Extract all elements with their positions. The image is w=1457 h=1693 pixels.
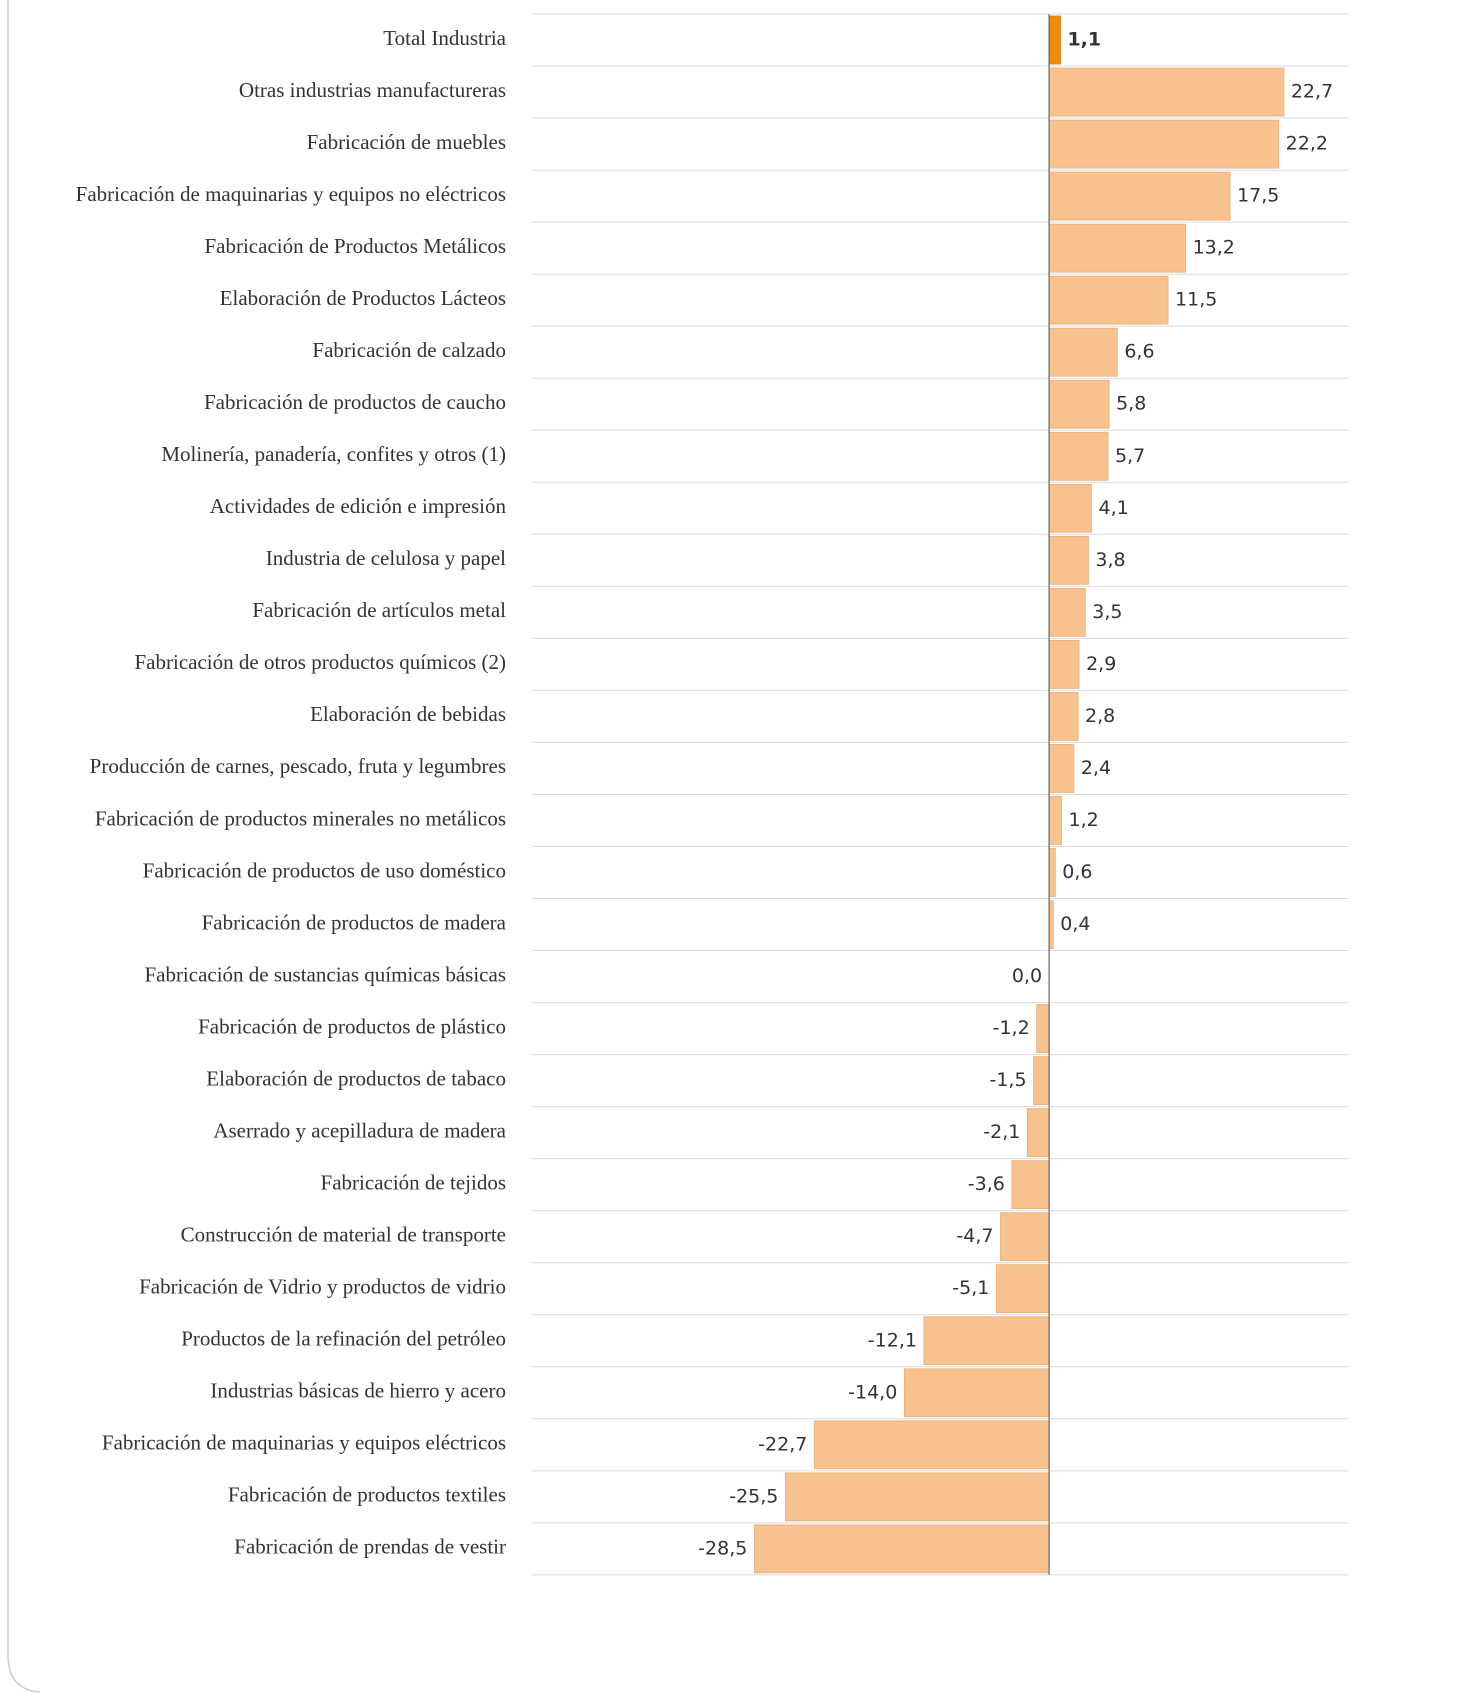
category-label: Fabricación de Vidrio y productos de vid… xyxy=(139,1275,506,1299)
category-label: Elaboración de productos de tabaco xyxy=(206,1066,506,1090)
category-label: Fabricación de productos de caucho xyxy=(204,390,506,414)
value-label: 5,7 xyxy=(1115,445,1145,467)
category-label: Productos de la refinación del petróleo xyxy=(181,1327,506,1351)
category-label: Construcción de material de transporte xyxy=(181,1223,506,1247)
category-label: Aserrado y acepilladura de madera xyxy=(213,1118,506,1142)
bar xyxy=(1048,275,1169,325)
value-label: 22,7 xyxy=(1291,81,1333,103)
bar xyxy=(1048,431,1109,481)
value-label: 13,2 xyxy=(1193,237,1235,259)
value-label: -1,2 xyxy=(993,1017,1030,1039)
bar xyxy=(1048,119,1280,169)
value-label: -5,1 xyxy=(952,1277,989,1299)
value-label: 2,9 xyxy=(1086,653,1116,675)
bar xyxy=(1000,1212,1050,1262)
value-label: 3,8 xyxy=(1095,549,1125,571)
bar xyxy=(1026,1108,1050,1158)
frame xyxy=(7,0,41,1693)
value-label: 22,2 xyxy=(1286,133,1328,155)
category-label: Fabricación de productos de plástico xyxy=(198,1014,506,1038)
value-label: -28,5 xyxy=(698,1537,747,1559)
bar xyxy=(1048,379,1110,429)
bar xyxy=(1048,15,1061,65)
value-label: -3,6 xyxy=(968,1173,1005,1195)
category-label: Producción de carnes, pescado, fruta y l… xyxy=(90,754,506,778)
bar xyxy=(1048,848,1056,897)
category-label: Fabricación de Productos Metálicos xyxy=(204,234,506,258)
value-label: -4,7 xyxy=(956,1225,993,1247)
bar xyxy=(1048,744,1075,793)
bar xyxy=(995,1264,1050,1314)
category-label: Otras industrias manufactureras xyxy=(239,78,506,102)
category-label: Fabricación de tejidos xyxy=(321,1170,506,1194)
category-label: Fabricación de calzado xyxy=(312,338,506,362)
bar xyxy=(1048,171,1231,221)
bar xyxy=(1036,1004,1050,1053)
value-label: -1,5 xyxy=(989,1069,1026,1091)
category-label: Actividades de edición e impresión xyxy=(210,494,507,518)
value-label: 4,1 xyxy=(1098,497,1128,519)
category-label: Fabricación de maquinarias y equipos no … xyxy=(76,182,506,206)
value-label: 0,0 xyxy=(1012,965,1042,987)
category-label: Fabricación de otros productos químicos … xyxy=(135,650,507,674)
category-label: Industrias básicas de hierro y acero xyxy=(210,1379,506,1403)
bar xyxy=(1048,796,1062,845)
category-label: Fabricación de artículos metal xyxy=(252,598,506,622)
bar xyxy=(903,1368,1050,1418)
bar xyxy=(1048,535,1089,585)
category-label: Fabricación de productos de uso doméstic… xyxy=(143,858,506,882)
bar xyxy=(1048,692,1079,741)
value-label: 1,2 xyxy=(1068,809,1098,831)
value-label: 1,1 xyxy=(1067,29,1101,51)
value-label: -22,7 xyxy=(758,1433,807,1455)
bar xyxy=(784,1472,1050,1522)
value-label: -12,1 xyxy=(868,1329,917,1351)
category-label: Fabricación de muebles xyxy=(307,130,506,154)
category-label: Fabricación de productos minerales no me… xyxy=(95,806,506,830)
bar xyxy=(1048,639,1080,689)
value-label: 0,6 xyxy=(1062,861,1092,883)
bar xyxy=(1048,67,1285,117)
bar xyxy=(1048,900,1054,949)
value-label: -25,5 xyxy=(729,1485,778,1507)
bar xyxy=(1048,223,1187,273)
category-label: Elaboración de Productos Lácteos xyxy=(220,286,506,310)
value-label: 11,5 xyxy=(1175,289,1217,311)
bar xyxy=(1048,327,1118,377)
category-label: Fabricación de productos textiles xyxy=(228,1483,506,1507)
value-label: 17,5 xyxy=(1237,185,1279,207)
bar xyxy=(753,1524,1050,1574)
category-label: Elaboración de bebidas xyxy=(310,702,506,726)
value-label: 0,4 xyxy=(1060,913,1090,935)
value-label: -14,0 xyxy=(848,1381,897,1403)
bar xyxy=(1048,587,1086,637)
category-label: Industria de celulosa y papel xyxy=(266,546,506,570)
bar xyxy=(1011,1160,1050,1210)
bar xyxy=(813,1420,1050,1470)
bar xyxy=(1033,1056,1050,1106)
category-label: Fabricación de productos de madera xyxy=(202,910,507,934)
category-label: Molinería, panadería, confites y otros (… xyxy=(161,442,506,466)
category-label: Fabricación de prendas de vestir xyxy=(234,1535,506,1559)
category-label: Fabricación de maquinarias y equipos elé… xyxy=(102,1431,506,1455)
category-label: Total Industria xyxy=(383,26,506,50)
category-label: Fabricación de sustancias químicas básic… xyxy=(144,962,506,986)
value-label: 5,8 xyxy=(1116,393,1146,415)
bar xyxy=(1048,483,1092,533)
value-label: -2,1 xyxy=(983,1121,1020,1143)
value-label: 3,5 xyxy=(1092,601,1122,623)
value-label: 2,8 xyxy=(1085,705,1115,727)
bar xyxy=(923,1316,1050,1366)
value-label: 2,4 xyxy=(1081,757,1111,779)
value-label: 6,6 xyxy=(1124,341,1154,363)
